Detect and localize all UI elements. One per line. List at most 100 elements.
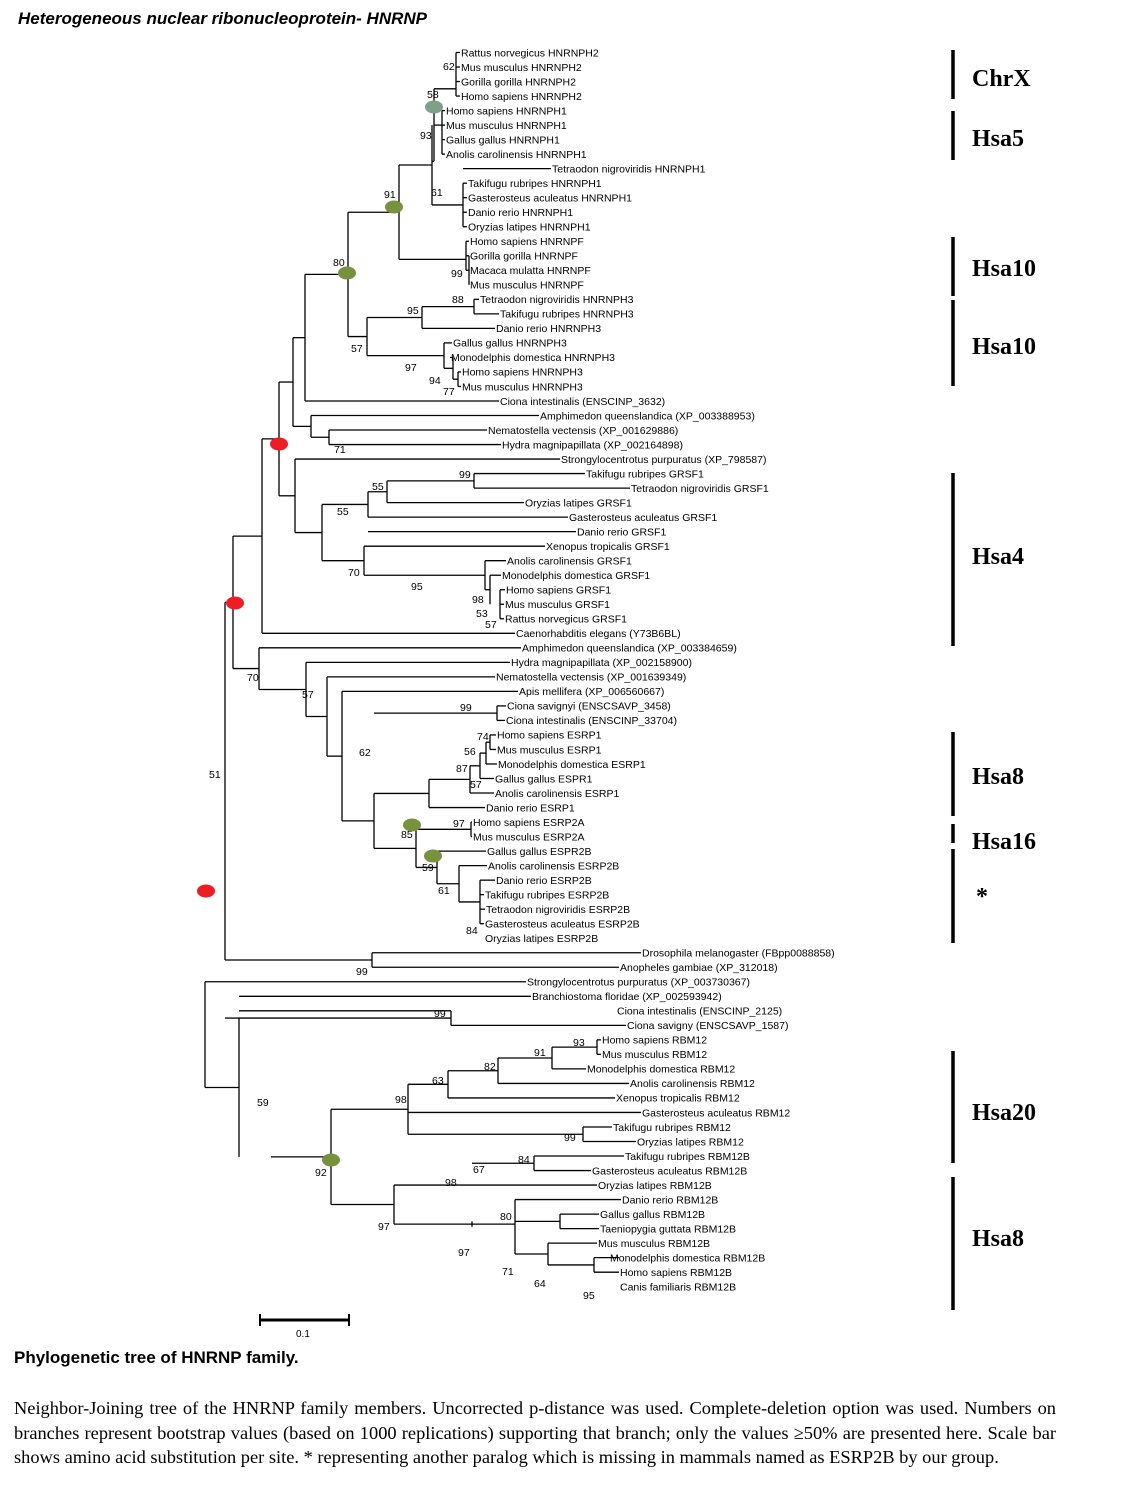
leaf-label: Monodelphis domestica HNRNPH3 xyxy=(451,352,615,364)
bootstrap-value: 53 xyxy=(476,608,488,620)
bootstrap-value: 85 xyxy=(401,829,413,841)
leaf-label: Gallus gallus HNRNPH3 xyxy=(453,338,567,350)
bootstrap-value: 97 xyxy=(458,1247,470,1259)
leaf-label: Mus musculus GRSF1 xyxy=(505,599,610,611)
leaf-label: Drosophila melanogaster (FBpp0088858) xyxy=(642,948,835,960)
leaf-label: Mus musculus HNRNPF xyxy=(470,280,584,292)
bootstrap-value: 74 xyxy=(477,731,489,743)
leaf-label: Tetraodon nigroviridis HNRNPH3 xyxy=(480,294,634,306)
chromosome-label: Hsa8 xyxy=(972,1226,1024,1252)
bootstrap-value: 70 xyxy=(247,672,259,684)
leaf-label: Caenorhabditis elegans (Y73B6BL) xyxy=(516,628,681,640)
leaf-label: Mus musculus ESRP1 xyxy=(497,744,602,756)
bootstrap-value: 99 xyxy=(459,469,471,481)
leaf-label: Branchiostoma floridae (XP_002593942) xyxy=(532,991,722,1003)
bootstrap-value: 70 xyxy=(348,567,360,579)
leaf-label: Gorilla gorilla HNRNPF xyxy=(470,251,578,263)
leaf-label: Nematostella vectensis (XP_001629886) xyxy=(488,425,678,437)
bootstrap-value: 99 xyxy=(356,966,368,978)
leaf-label: Hydra magnipapillata (XP_002158900) xyxy=(511,657,692,669)
green-node-marker xyxy=(424,849,442,863)
leaf-label: Takifugu rubripes GRSF1 xyxy=(586,468,704,480)
leaf-label: Xenopus tropicalis GRSF1 xyxy=(546,541,670,553)
leaf-label: Ciona intestinalis (ENSCINP_3632) xyxy=(500,396,665,408)
leaf-label: Homo sapiens HNRNPF xyxy=(470,236,584,248)
leaf-label: Gorilla gorilla HNRNPH2 xyxy=(461,76,576,88)
leaf-label: Gallus gallus ESPR1 xyxy=(495,773,593,785)
leaf-label: Anolis carolinensis HNRNPH1 xyxy=(446,149,587,161)
leaf-label: Tetraodon nigroviridis GRSF1 xyxy=(631,483,769,495)
chromosome-label: Hsa5 xyxy=(972,126,1024,152)
leaf-label: Strongylocentrotus purpuratus (XP_798587… xyxy=(561,454,766,466)
leaf-label: Homo sapiens HNRNPH3 xyxy=(462,367,583,379)
bootstrap-value: 62 xyxy=(359,747,371,759)
red-node-marker xyxy=(270,437,288,451)
leaf-label: Danio rerio HNRNPH3 xyxy=(496,323,601,335)
bootstrap-value: 97 xyxy=(378,1221,390,1233)
leaf-label: Danio rerio RBM12B xyxy=(622,1194,718,1206)
leaf-label: Ciona intestinalis (ENSCINP_2125) xyxy=(617,1006,782,1018)
caption-heading: Phylogenetic tree of HNRNP family. xyxy=(14,1348,299,1367)
bootstrap-value: 91 xyxy=(534,1047,546,1059)
leaf-label: Strongylocentrotus purpuratus (XP_003730… xyxy=(527,977,750,989)
leaf-label: Tetraodon nigroviridis ESRP2B xyxy=(486,904,630,916)
leaf-label: Hydra magnipapillata (XP_002164898) xyxy=(502,439,683,451)
red-node-marker xyxy=(197,884,215,898)
bootstrap-value: 94 xyxy=(429,375,441,387)
leaf-label: Xenopus tropicalis RBM12 xyxy=(616,1093,740,1105)
scale-bar: 0.1 xyxy=(259,1314,350,1340)
chromosome-label: Hsa10 xyxy=(972,256,1036,282)
green-node-marker xyxy=(322,1153,340,1167)
bootstrap-value: 88 xyxy=(452,294,464,306)
leaf-label: Ciona intestinalis (ENSCINP_33704) xyxy=(506,715,677,727)
figure-title: Heterogeneous nuclear ribonucleoprotein-… xyxy=(18,9,427,28)
bootstrap-value: 82 xyxy=(484,1061,496,1073)
leaf-label: Taeniopygia guttata RBM12B xyxy=(600,1223,736,1235)
tree-branches xyxy=(204,51,641,1273)
bootstrap-value: 93 xyxy=(420,130,432,142)
chromosome-label: Hsa4 xyxy=(972,544,1024,570)
leaf-label: Canis familiaris RBM12B xyxy=(620,1282,736,1294)
leaf-label: Monodelphis domestica GRSF1 xyxy=(502,570,650,582)
leaf-label: Homo sapiens HNRNPH2 xyxy=(461,91,582,103)
bootstrap-value: 99 xyxy=(564,1132,576,1144)
leaf-label: Anolis carolinensis GRSF1 xyxy=(507,556,632,568)
green-node-marker xyxy=(425,100,443,114)
bootstrap-value: 95 xyxy=(583,1290,595,1302)
leaf-label: Oryzias latipes GRSF1 xyxy=(525,497,632,509)
bootstrap-value: 61 xyxy=(438,885,450,897)
leaf-label: Oryzias latipes RBM12B xyxy=(598,1180,712,1192)
leaf-label: Mus musculus HNRNPH3 xyxy=(462,381,583,393)
red-node-marker xyxy=(226,596,244,610)
bootstrap-value: 64 xyxy=(534,1278,546,1290)
bootstrap-value: 67 xyxy=(473,1164,485,1176)
green-node-marker xyxy=(403,818,421,832)
chromosome-label: Hsa10 xyxy=(972,334,1036,360)
bootstrap-value: 55 xyxy=(372,481,384,493)
scale-bar-label: 0.1 xyxy=(296,1329,310,1340)
leaf-label: Danio rerio HNRNPH1 xyxy=(468,207,573,219)
leaf-label: Anolis carolinensis ESRP1 xyxy=(495,788,619,800)
leaf-label: Anolis carolinensis ESRP2B xyxy=(488,860,619,872)
bootstrap-value: 84 xyxy=(466,925,478,937)
bootstrap-value: 61 xyxy=(431,187,443,199)
leaf-label: Danio rerio ESRP1 xyxy=(486,802,575,814)
bootstrap-value: 99 xyxy=(460,702,472,714)
leaf-label: Gasterosteus aculeatus RBM12 xyxy=(642,1107,790,1119)
leaf-label: Macaca mulatta HNRNPF xyxy=(470,265,591,277)
leaf-label: Tetraodon nigroviridis HNRNPH1 xyxy=(552,163,706,175)
leaf-label: Anolis carolinensis RBM12 xyxy=(630,1078,755,1090)
bootstrap-value: 80 xyxy=(500,1211,512,1223)
bootstrap-value: 97 xyxy=(405,362,417,374)
bootstrap-value: 57 xyxy=(485,619,497,631)
phylogenetic-tree: Rattus norvegicus HNRNPH2 Mus musculus HN… xyxy=(197,47,1036,1340)
bootstrap-value: 92 xyxy=(315,1167,327,1179)
bootstrap-value: 93 xyxy=(573,1037,585,1049)
bootstrap-value: 57 xyxy=(470,779,482,791)
leaf-label: Takifugu rubripes ESRP2B xyxy=(485,889,609,901)
bootstrap-value: 95 xyxy=(407,305,419,317)
leaf-label: Ciona savigny (ENSCSAVP_1587) xyxy=(627,1020,788,1032)
chromosome-label: ChrX xyxy=(972,66,1031,92)
leaf-label: Oryzias latipes ESRP2B xyxy=(485,933,598,945)
chromosome-label: Hsa20 xyxy=(972,1100,1036,1126)
